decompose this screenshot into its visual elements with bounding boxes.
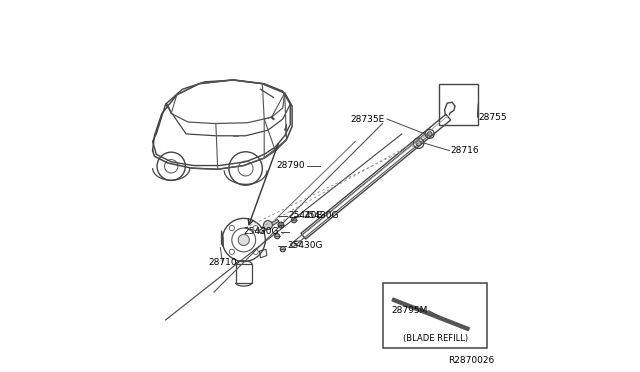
- Polygon shape: [392, 298, 469, 331]
- Circle shape: [275, 234, 280, 239]
- Bar: [439, 84, 478, 125]
- Polygon shape: [259, 219, 279, 233]
- Text: 25430G: 25430G: [303, 211, 339, 220]
- Text: 28716: 28716: [450, 146, 479, 155]
- Text: 28735E: 28735E: [351, 115, 385, 124]
- Bar: [383, 283, 488, 348]
- Text: 25440B: 25440B: [289, 211, 323, 220]
- Text: 28795M: 28795M: [392, 306, 428, 315]
- Circle shape: [264, 221, 273, 230]
- Text: 28790: 28790: [276, 161, 305, 170]
- Text: (BLADE REFILL): (BLADE REFILL): [403, 334, 468, 343]
- Text: 28710: 28710: [209, 258, 237, 267]
- Circle shape: [416, 141, 421, 146]
- Circle shape: [291, 218, 296, 223]
- Circle shape: [428, 132, 432, 136]
- Circle shape: [238, 234, 250, 246]
- Circle shape: [278, 222, 284, 228]
- Circle shape: [280, 247, 285, 252]
- Text: 25430G: 25430G: [287, 241, 323, 250]
- Text: 25430G: 25430G: [244, 227, 279, 236]
- Text: 28755: 28755: [478, 113, 507, 122]
- Text: R2870026: R2870026: [449, 356, 495, 365]
